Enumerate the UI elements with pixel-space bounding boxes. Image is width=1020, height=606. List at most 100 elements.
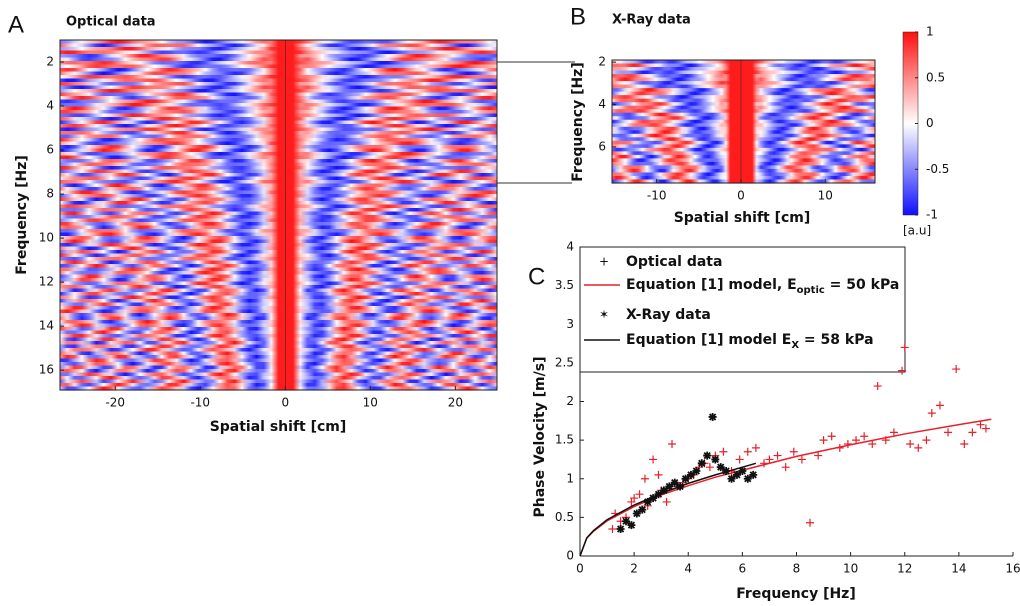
heatmap-row	[60, 232, 497, 237]
heatmap-row	[60, 173, 497, 178]
data-point	[960, 439, 969, 448]
heatmap-row	[60, 267, 497, 272]
heatmap-row	[60, 85, 497, 90]
heatmap-row	[612, 116, 875, 121]
data-point	[627, 521, 636, 530]
data-point	[703, 451, 712, 460]
data-point	[976, 420, 985, 429]
data-point	[649, 455, 658, 464]
heatmap-row	[60, 218, 497, 223]
heatmap-row	[60, 320, 497, 325]
data-point	[670, 478, 679, 487]
y-tick-label: 12	[39, 275, 54, 289]
heatmap-row	[60, 78, 497, 83]
heatmap-row	[60, 229, 497, 234]
panel-title: Optical data	[66, 15, 156, 30]
heatmap-row	[612, 151, 875, 156]
plot-frame	[611, 59, 876, 184]
heatmap-row	[612, 67, 875, 72]
y-tick-label: 1.5	[555, 433, 574, 447]
heatmap-row	[60, 302, 497, 307]
legend-subscript: optic	[797, 285, 825, 296]
data-point	[705, 463, 714, 472]
heatmap-row	[60, 257, 497, 262]
heatmap-row	[612, 81, 875, 86]
heatmap-row	[60, 222, 497, 227]
heatmap-row	[60, 348, 497, 353]
heatmap-row	[60, 379, 497, 384]
data-point	[743, 474, 752, 483]
plot-frame	[59, 39, 498, 391]
x-tick-label: -20	[105, 396, 125, 410]
x-tick-label: -10	[647, 189, 667, 203]
heatmap-row	[60, 327, 497, 332]
heatmap-row	[612, 112, 875, 117]
heatmap-row	[612, 74, 875, 79]
data-point	[981, 424, 990, 433]
heatmap-row	[60, 176, 497, 181]
heatmap-row	[60, 372, 497, 377]
data-point	[819, 436, 828, 445]
x-tick-label: 0	[737, 189, 745, 203]
legend-text: Optical data	[626, 254, 722, 270]
heatmap-row	[60, 351, 497, 356]
legend-entry: Equation [1] model EX = 58 kPa	[626, 332, 874, 351]
legend	[579, 246, 906, 373]
y-tick-label: 1	[566, 471, 574, 485]
data-point	[630, 494, 639, 503]
legend-entry: X-Ray data	[626, 307, 711, 323]
y-axis-label: Frequency [Hz]	[14, 155, 30, 274]
data-point	[806, 518, 815, 527]
data-point	[643, 497, 652, 506]
data-point	[640, 474, 649, 483]
heatmap-row	[612, 126, 875, 131]
heatmap-row	[612, 179, 875, 184]
heatmap-row	[60, 152, 497, 157]
heatmap-row	[60, 40, 497, 45]
data-point	[944, 428, 953, 437]
data-point	[732, 470, 741, 479]
heatmap-row	[612, 119, 875, 124]
data-point	[659, 486, 668, 495]
heatmap-row	[60, 71, 497, 76]
heatmap-row	[60, 180, 497, 185]
heatmap-row	[60, 288, 497, 293]
x-axis-label: Spatial shift [cm]	[674, 210, 811, 226]
data-point	[843, 439, 852, 448]
data-point	[898, 366, 907, 375]
colorbar-tick-label: 0.5	[926, 70, 945, 84]
data-point	[873, 382, 882, 391]
heatmap-row	[612, 147, 875, 152]
panel-letter: C	[528, 263, 545, 290]
heatmap-row	[612, 130, 875, 135]
data-point	[914, 443, 923, 452]
heatmap-row	[612, 140, 875, 145]
heatmap-row	[60, 369, 497, 374]
heatmap-row	[60, 365, 497, 370]
heatmap-row	[612, 70, 875, 75]
heatmap-row	[60, 281, 497, 286]
data-point	[900, 343, 909, 352]
heatmap-row	[60, 183, 497, 188]
data-point	[711, 455, 720, 464]
heatmap-row	[60, 292, 497, 297]
heatmap-row	[612, 172, 875, 177]
heatmap-row	[60, 253, 497, 258]
heatmap-row	[612, 161, 875, 167]
y-tick-label: 16	[39, 363, 54, 377]
heatmap-row	[60, 323, 497, 328]
legend-subscript: X	[791, 340, 799, 351]
model-curve	[579, 462, 757, 557]
heatmap-row	[612, 144, 875, 149]
heatmap-row	[60, 124, 497, 129]
heatmap-row	[60, 264, 497, 269]
heatmap-row	[60, 134, 497, 139]
heatmap-row	[60, 194, 497, 199]
heatmap-row	[60, 145, 497, 150]
data-point	[622, 517, 631, 526]
panel-letter: B	[570, 3, 586, 30]
y-axis-label: Phase Velocity [m/s]	[532, 357, 548, 518]
heatmap-row	[60, 89, 497, 94]
y-tick-label: 3	[566, 317, 574, 331]
heatmap-row	[60, 106, 497, 111]
